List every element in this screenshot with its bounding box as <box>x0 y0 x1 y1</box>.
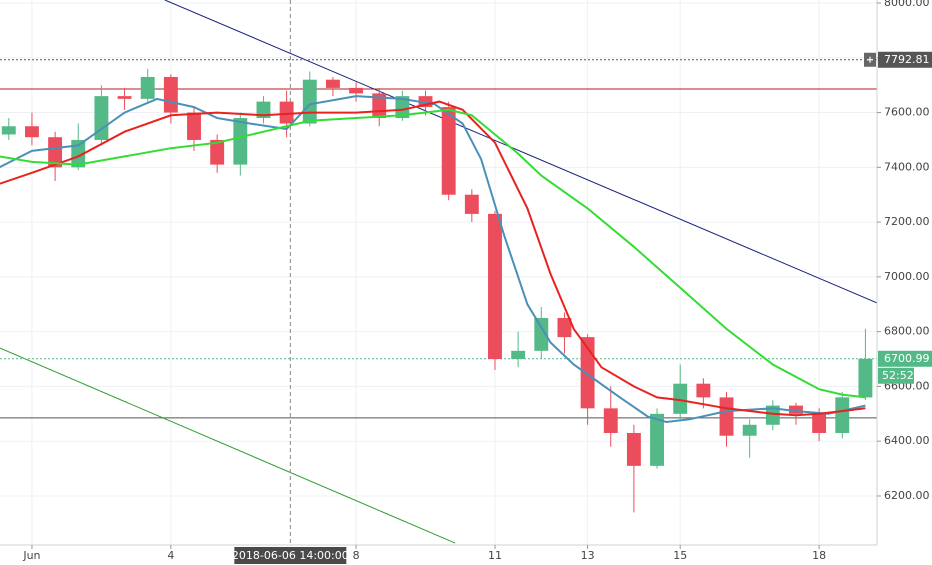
candle-body <box>117 96 132 99</box>
y-tick-label: 7200.00 <box>884 215 930 228</box>
x-tick-label: 8 <box>353 549 360 562</box>
candle-body <box>349 87 364 94</box>
candle-body <box>1 126 16 135</box>
plot-area <box>0 0 877 545</box>
moving-average <box>0 100 866 417</box>
x-tick-label: 4 <box>167 549 174 562</box>
candle-body <box>858 358 873 398</box>
x-tick-label: 15 <box>673 549 687 562</box>
candle-body <box>210 139 225 165</box>
y-tick-label: 6800.00 <box>884 325 930 338</box>
candle-body <box>488 213 502 360</box>
crosshair-label: 2018-06-06 14:00:00 <box>232 549 349 562</box>
countdown: 52:52 <box>882 369 914 382</box>
candle-body <box>94 96 109 140</box>
candle-body <box>789 405 803 414</box>
candle-body <box>673 383 688 414</box>
candle-body <box>395 96 410 119</box>
y-tick-label: 6400.00 <box>884 434 930 447</box>
price-label-box <box>878 350 932 367</box>
y-tick-label: 7400.00 <box>884 160 930 173</box>
price-label: 6700.99 <box>884 352 930 365</box>
trend-line <box>0 347 456 544</box>
candle-body <box>511 350 526 360</box>
candle-body <box>140 76 155 99</box>
candle-body <box>187 112 201 140</box>
y-tick-label: 7000.00 <box>884 270 930 283</box>
x-tick-label: Jun <box>22 549 40 562</box>
candle-body <box>742 424 757 436</box>
trend-line <box>164 0 877 304</box>
candle-body <box>302 79 317 124</box>
add-icon <box>867 56 873 63</box>
candle-body <box>25 126 39 138</box>
candle-body <box>765 405 780 425</box>
candle-body <box>719 397 734 436</box>
candle-body <box>441 107 456 195</box>
moving-average <box>0 95 866 424</box>
candle-body <box>696 383 711 398</box>
candle-body <box>325 79 340 88</box>
axes: 6200.006400.006600.006800.007000.007200.… <box>22 0 932 564</box>
price-label-box <box>878 51 932 68</box>
x-tick-label: 11 <box>488 549 502 562</box>
candle-body <box>279 101 294 124</box>
y-tick-label: 8000.00 <box>884 0 930 9</box>
candle-body <box>48 137 63 168</box>
candle-body <box>418 96 433 108</box>
crosshair-label-box <box>234 547 347 564</box>
candle-body <box>626 432 641 466</box>
y-tick-label: 7600.00 <box>884 106 930 119</box>
candle-body <box>464 194 479 214</box>
candle-body <box>835 397 850 433</box>
candle-body <box>580 337 595 409</box>
countdown-box <box>878 367 914 384</box>
candle-body <box>557 317 572 338</box>
x-tick-label: 18 <box>812 549 826 562</box>
y-tick-label: 6200.00 <box>884 489 930 502</box>
candle-body <box>534 317 549 351</box>
candle-body <box>812 413 827 433</box>
candle-body <box>233 118 248 165</box>
candle-body <box>256 101 271 119</box>
price-label: 7792.81 <box>884 53 930 66</box>
moving-average <box>0 108 866 399</box>
candle-body <box>163 76 178 113</box>
candle-body <box>603 408 618 433</box>
x-tick-label: 13 <box>581 549 595 562</box>
candle-body <box>650 413 665 466</box>
